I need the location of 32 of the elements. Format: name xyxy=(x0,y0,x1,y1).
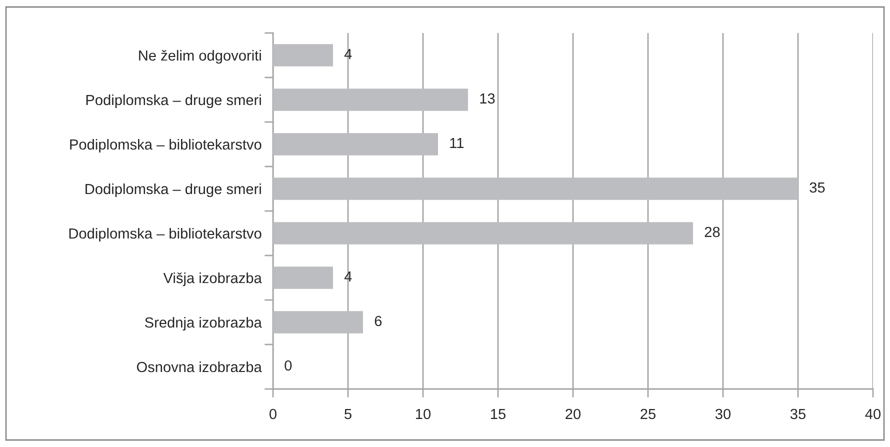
bar xyxy=(273,178,798,200)
x-tick-label: 5 xyxy=(344,408,352,420)
data-label: 13 xyxy=(480,93,495,104)
data-label: 4 xyxy=(344,48,352,60)
bar xyxy=(273,133,438,156)
data-label: 35 xyxy=(810,182,825,193)
bar xyxy=(273,88,468,111)
x-tick-label: 30 xyxy=(715,408,731,420)
data-label: 0 xyxy=(284,360,292,371)
bar xyxy=(273,44,333,66)
x-tick-label: 20 xyxy=(566,408,581,420)
data-label: 6 xyxy=(374,316,382,326)
x-tick-label: 0 xyxy=(270,408,276,420)
y-tick-label: Podiplomska – druge smeri xyxy=(86,94,261,108)
data-label: 11 xyxy=(450,138,464,148)
y-tick-label: Dodiplomska – druge smeri xyxy=(86,183,261,198)
y-tick-label: Dodiplomska – bibliotekarstvo xyxy=(69,228,262,242)
bar xyxy=(273,311,363,334)
bar xyxy=(273,222,693,244)
y-tick-label: Osnovna izobrazba xyxy=(136,361,262,372)
data-label: 28 xyxy=(704,226,720,238)
y-tick-label: Ne želim odgovoriti xyxy=(139,50,261,64)
x-tick-label: 35 xyxy=(790,408,806,420)
y-tick-label: Podiplomska – bibliotekarstvo xyxy=(70,138,262,153)
bar xyxy=(273,266,333,289)
y-tick-label: Višja izobrazba xyxy=(163,272,262,286)
x-tick-label: 10 xyxy=(416,408,431,420)
x-tick-label: 15 xyxy=(491,408,506,420)
x-tick-label: 40 xyxy=(865,408,881,420)
data-label: 4 xyxy=(344,271,352,282)
x-tick-label: 25 xyxy=(640,408,656,420)
y-tick-label: Srednja izobrazba xyxy=(145,316,262,331)
